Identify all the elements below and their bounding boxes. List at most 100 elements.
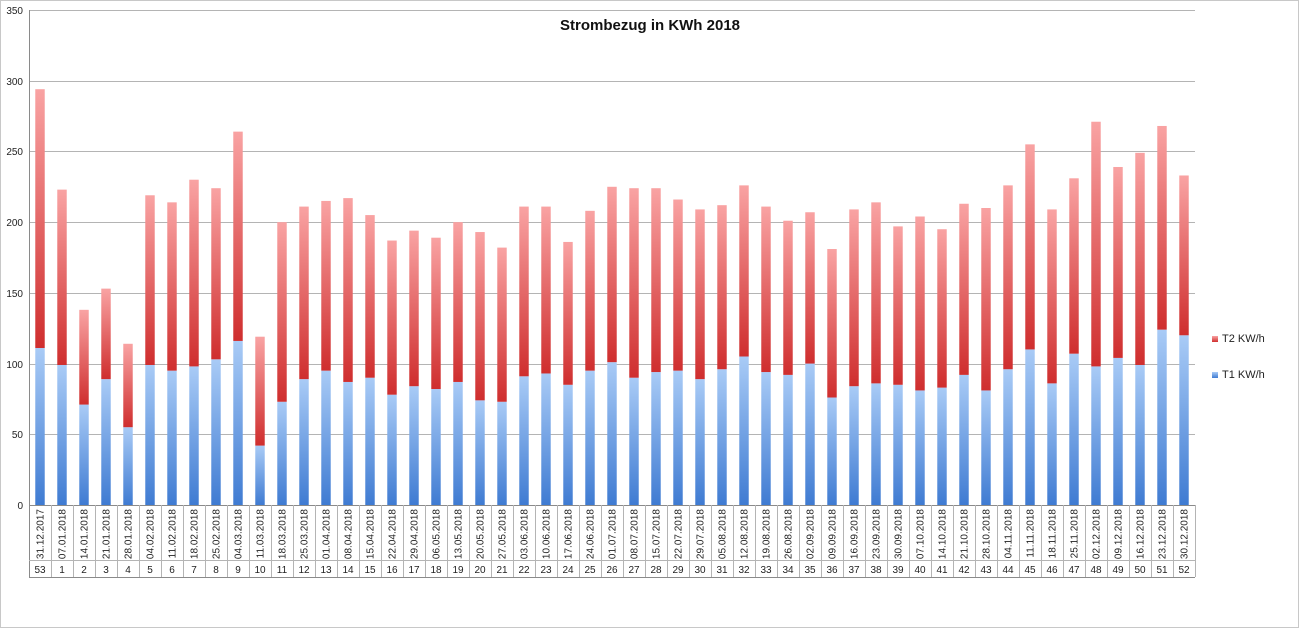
bar-t2-30: [695, 209, 705, 380]
x-tick-label-date: 04.02.2018: [146, 509, 157, 559]
x-tick-label-date: 07.10.2018: [916, 509, 927, 559]
x-tick-label-week: 42: [958, 565, 970, 576]
x-tick-label-week: 2: [81, 565, 87, 576]
bar-t2-16: [387, 240, 397, 395]
x-tick-label-date: 15.07.2018: [652, 509, 663, 559]
axis-layer: 05010015020025030035031.12.20175307.01.2…: [6, 6, 1196, 578]
x-tick-label-date: 02.12.2018: [1092, 509, 1103, 559]
x-tick-label-week: 49: [1112, 565, 1124, 576]
x-tick-label-date: 09.12.2018: [1114, 509, 1125, 559]
x-tick-label-date: 22.04.2018: [388, 509, 399, 559]
x-tick-label-week: 5: [147, 565, 153, 576]
bar-t2-31: [717, 205, 727, 370]
bar-t2-52: [1179, 175, 1189, 336]
bar-t1-42: [959, 374, 969, 505]
x-tick-label-week: 45: [1024, 565, 1036, 576]
x-tick-label-date: 27.05.2018: [498, 509, 509, 559]
bar-t1-44: [1003, 369, 1013, 505]
bar-t2-48: [1091, 121, 1101, 367]
x-tick-label-week: 32: [738, 565, 750, 576]
x-tick-label-week: 52: [1178, 565, 1190, 576]
x-tick-label-week: 20: [474, 565, 486, 576]
bar-t2-38: [871, 202, 881, 384]
bar-t1-30: [695, 379, 705, 505]
bar-t1-33: [761, 372, 771, 505]
x-tick-label-week: 16: [386, 565, 398, 576]
x-tick-label-week: 21: [496, 565, 508, 576]
y-tick-label-150: 150: [6, 289, 23, 300]
bar-t2-20: [475, 232, 485, 401]
bar-t2-46: [1047, 209, 1057, 384]
x-tick-label-date: 12.08.2018: [740, 509, 751, 559]
bar-t2-22: [519, 206, 529, 377]
x-tick-label-week: 44: [1002, 565, 1014, 576]
x-tick-label-week: 46: [1046, 565, 1058, 576]
x-tick-label-date: 24.06.2018: [586, 509, 597, 559]
y-tick-label-0: 0: [17, 501, 23, 512]
bar-t2-32: [739, 185, 749, 357]
bar-t2-33: [761, 206, 771, 373]
x-tick-label-date: 28.01.2018: [124, 509, 135, 559]
x-tick-label-week: 53: [34, 565, 46, 576]
y-tick-label-50: 50: [12, 430, 24, 441]
bar-t1-9: [233, 340, 243, 505]
chart-title: Strombezug in KWh 2018: [560, 17, 740, 34]
x-tick-label-week: 18: [430, 565, 442, 576]
bar-t1-52: [1179, 335, 1189, 505]
x-tick-label-date: 28.10.2018: [982, 509, 993, 559]
bar-t1-18: [431, 389, 441, 505]
x-tick-label-date: 18.11.2018: [1048, 509, 1059, 559]
x-tick-label-date: 04.11.2018: [1004, 509, 1015, 559]
x-tick-label-date: 03.06.2018: [520, 509, 531, 559]
bar-t2-37: [849, 209, 859, 387]
bar-t1-23: [541, 373, 551, 505]
bar-t2-40: [915, 216, 925, 391]
bar-t1-13: [321, 370, 331, 505]
bar-t1-34: [783, 374, 793, 505]
bar-t2-51: [1157, 125, 1167, 330]
bar-t1-6: [167, 370, 177, 505]
x-tick-label-date: 17.06.2018: [564, 509, 575, 559]
bar-t2-18: [431, 237, 441, 390]
x-tick-label-date: 01.07.2018: [608, 509, 619, 559]
bar-t1-14: [343, 381, 353, 505]
bar-t1-22: [519, 376, 529, 505]
x-tick-label-date: 16.09.2018: [850, 509, 861, 559]
x-tick-label-date: 11.11.2018: [1026, 509, 1037, 558]
x-tick-label-date: 08.04.2018: [344, 509, 355, 559]
x-tick-label-week: 14: [342, 565, 354, 576]
x-tick-label-week: 29: [672, 565, 684, 576]
x-tick-label-date: 04.03.2018: [234, 509, 245, 559]
bar-t1-27: [629, 377, 639, 505]
x-tick-label-date: 11.03.2018: [256, 509, 267, 559]
x-tick-label-date: 23.12.2018: [1158, 509, 1169, 559]
x-tick-label-week: 3: [103, 565, 109, 576]
x-tick-label-week: 50: [1134, 565, 1146, 576]
bar-t2-24: [563, 241, 573, 385]
x-tick-label-date: 05.08.2018: [718, 509, 729, 559]
bar-t1-38: [871, 383, 881, 505]
legend-label-t2: T2 KW/h: [1222, 333, 1265, 345]
x-tick-label-date: 06.05.2018: [432, 509, 443, 559]
bar-t2-6: [167, 202, 177, 371]
x-tick-label-week: 48: [1090, 565, 1102, 576]
x-tick-label-week: 25: [584, 565, 596, 576]
legend: T2 KW/h T1 KW/h: [1212, 333, 1265, 381]
bar-t1-20: [475, 400, 485, 505]
x-tick-label-date: 13.05.2018: [454, 509, 465, 559]
bar-t2-44: [1003, 185, 1013, 370]
x-tick-label-week: 34: [782, 565, 794, 576]
x-tick-label-date: 14.10.2018: [938, 509, 949, 559]
bar-t2-1: [57, 189, 67, 365]
x-tick-label-week: 26: [606, 565, 618, 576]
x-tick-label-week: 27: [628, 565, 640, 576]
bar-t2-39: [893, 226, 903, 385]
x-tick-label-date: 25.11.2018: [1070, 509, 1081, 559]
x-tick-label-date: 25.02.2018: [212, 509, 223, 559]
x-tick-label-week: 10: [254, 565, 266, 576]
x-tick-label-week: 37: [848, 565, 860, 576]
x-tick-label-date: 16.12.2018: [1136, 509, 1147, 559]
bar-t1-17: [409, 386, 419, 505]
x-tick-label-week: 40: [914, 565, 926, 576]
bar-t1-39: [893, 384, 903, 505]
